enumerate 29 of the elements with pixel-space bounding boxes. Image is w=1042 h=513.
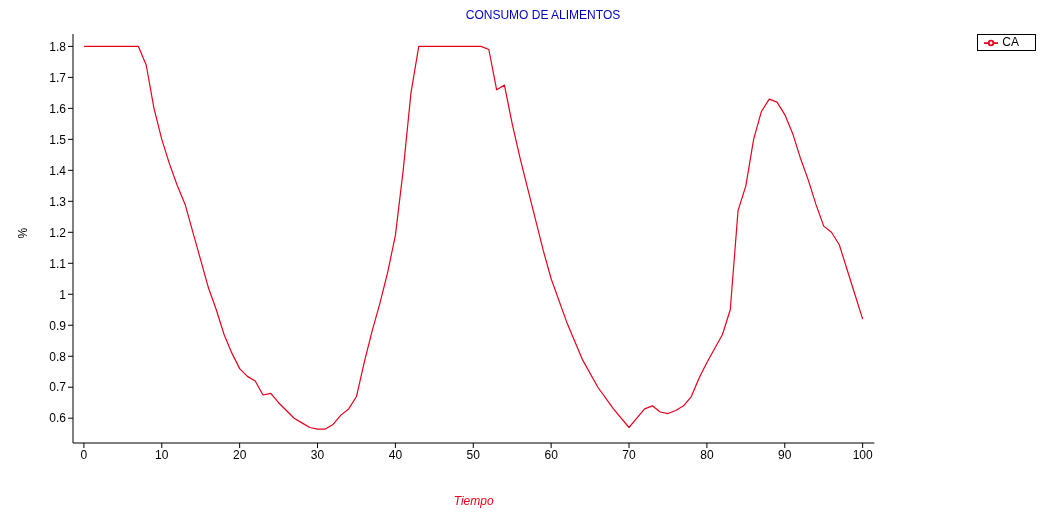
x-tick-label: 30 (310, 447, 325, 462)
legend-label: CA (1002, 35, 1019, 49)
x-tick-label: 80 (700, 447, 714, 462)
x-tick-label: 20 (232, 447, 247, 462)
x-tick-label: 100 (852, 447, 873, 462)
y-tick-label: 1.4 (49, 163, 67, 178)
y-tick-label: 1.6 (49, 101, 67, 116)
x-tick-label: 60 (544, 447, 559, 462)
x-tick-label: 10 (155, 447, 169, 462)
y-tick-label: 0.7 (49, 380, 67, 395)
y-axis-title: % (16, 227, 31, 239)
y-tick-label: 0.6 (49, 411, 67, 426)
x-tick-label: 0 (80, 447, 88, 462)
y-tick-label: 1.2 (49, 225, 67, 240)
y-tick-label: 1.5 (49, 132, 67, 147)
y-tick-label: 1.3 (49, 194, 67, 209)
x-tick-label: 90 (778, 447, 792, 462)
y-tick-label: 0.8 (49, 349, 67, 364)
y-tick-label: 1 (59, 287, 67, 302)
y-tick-label: 1.7 (49, 70, 67, 85)
y-tick-label: 1.1 (49, 256, 67, 271)
line-series (83, 45, 864, 430)
chart-title: CONSUMO DE ALIMENTOS (464, 8, 622, 24)
y-tick-label: 1.8 (49, 39, 67, 54)
y-tick-label: 0.9 (49, 318, 67, 333)
x-tick-label: 70 (622, 447, 637, 462)
x-tick-label: 50 (466, 447, 481, 462)
x-axis-title: Tiempo (453, 494, 494, 508)
x-tick-label: 40 (388, 447, 403, 462)
